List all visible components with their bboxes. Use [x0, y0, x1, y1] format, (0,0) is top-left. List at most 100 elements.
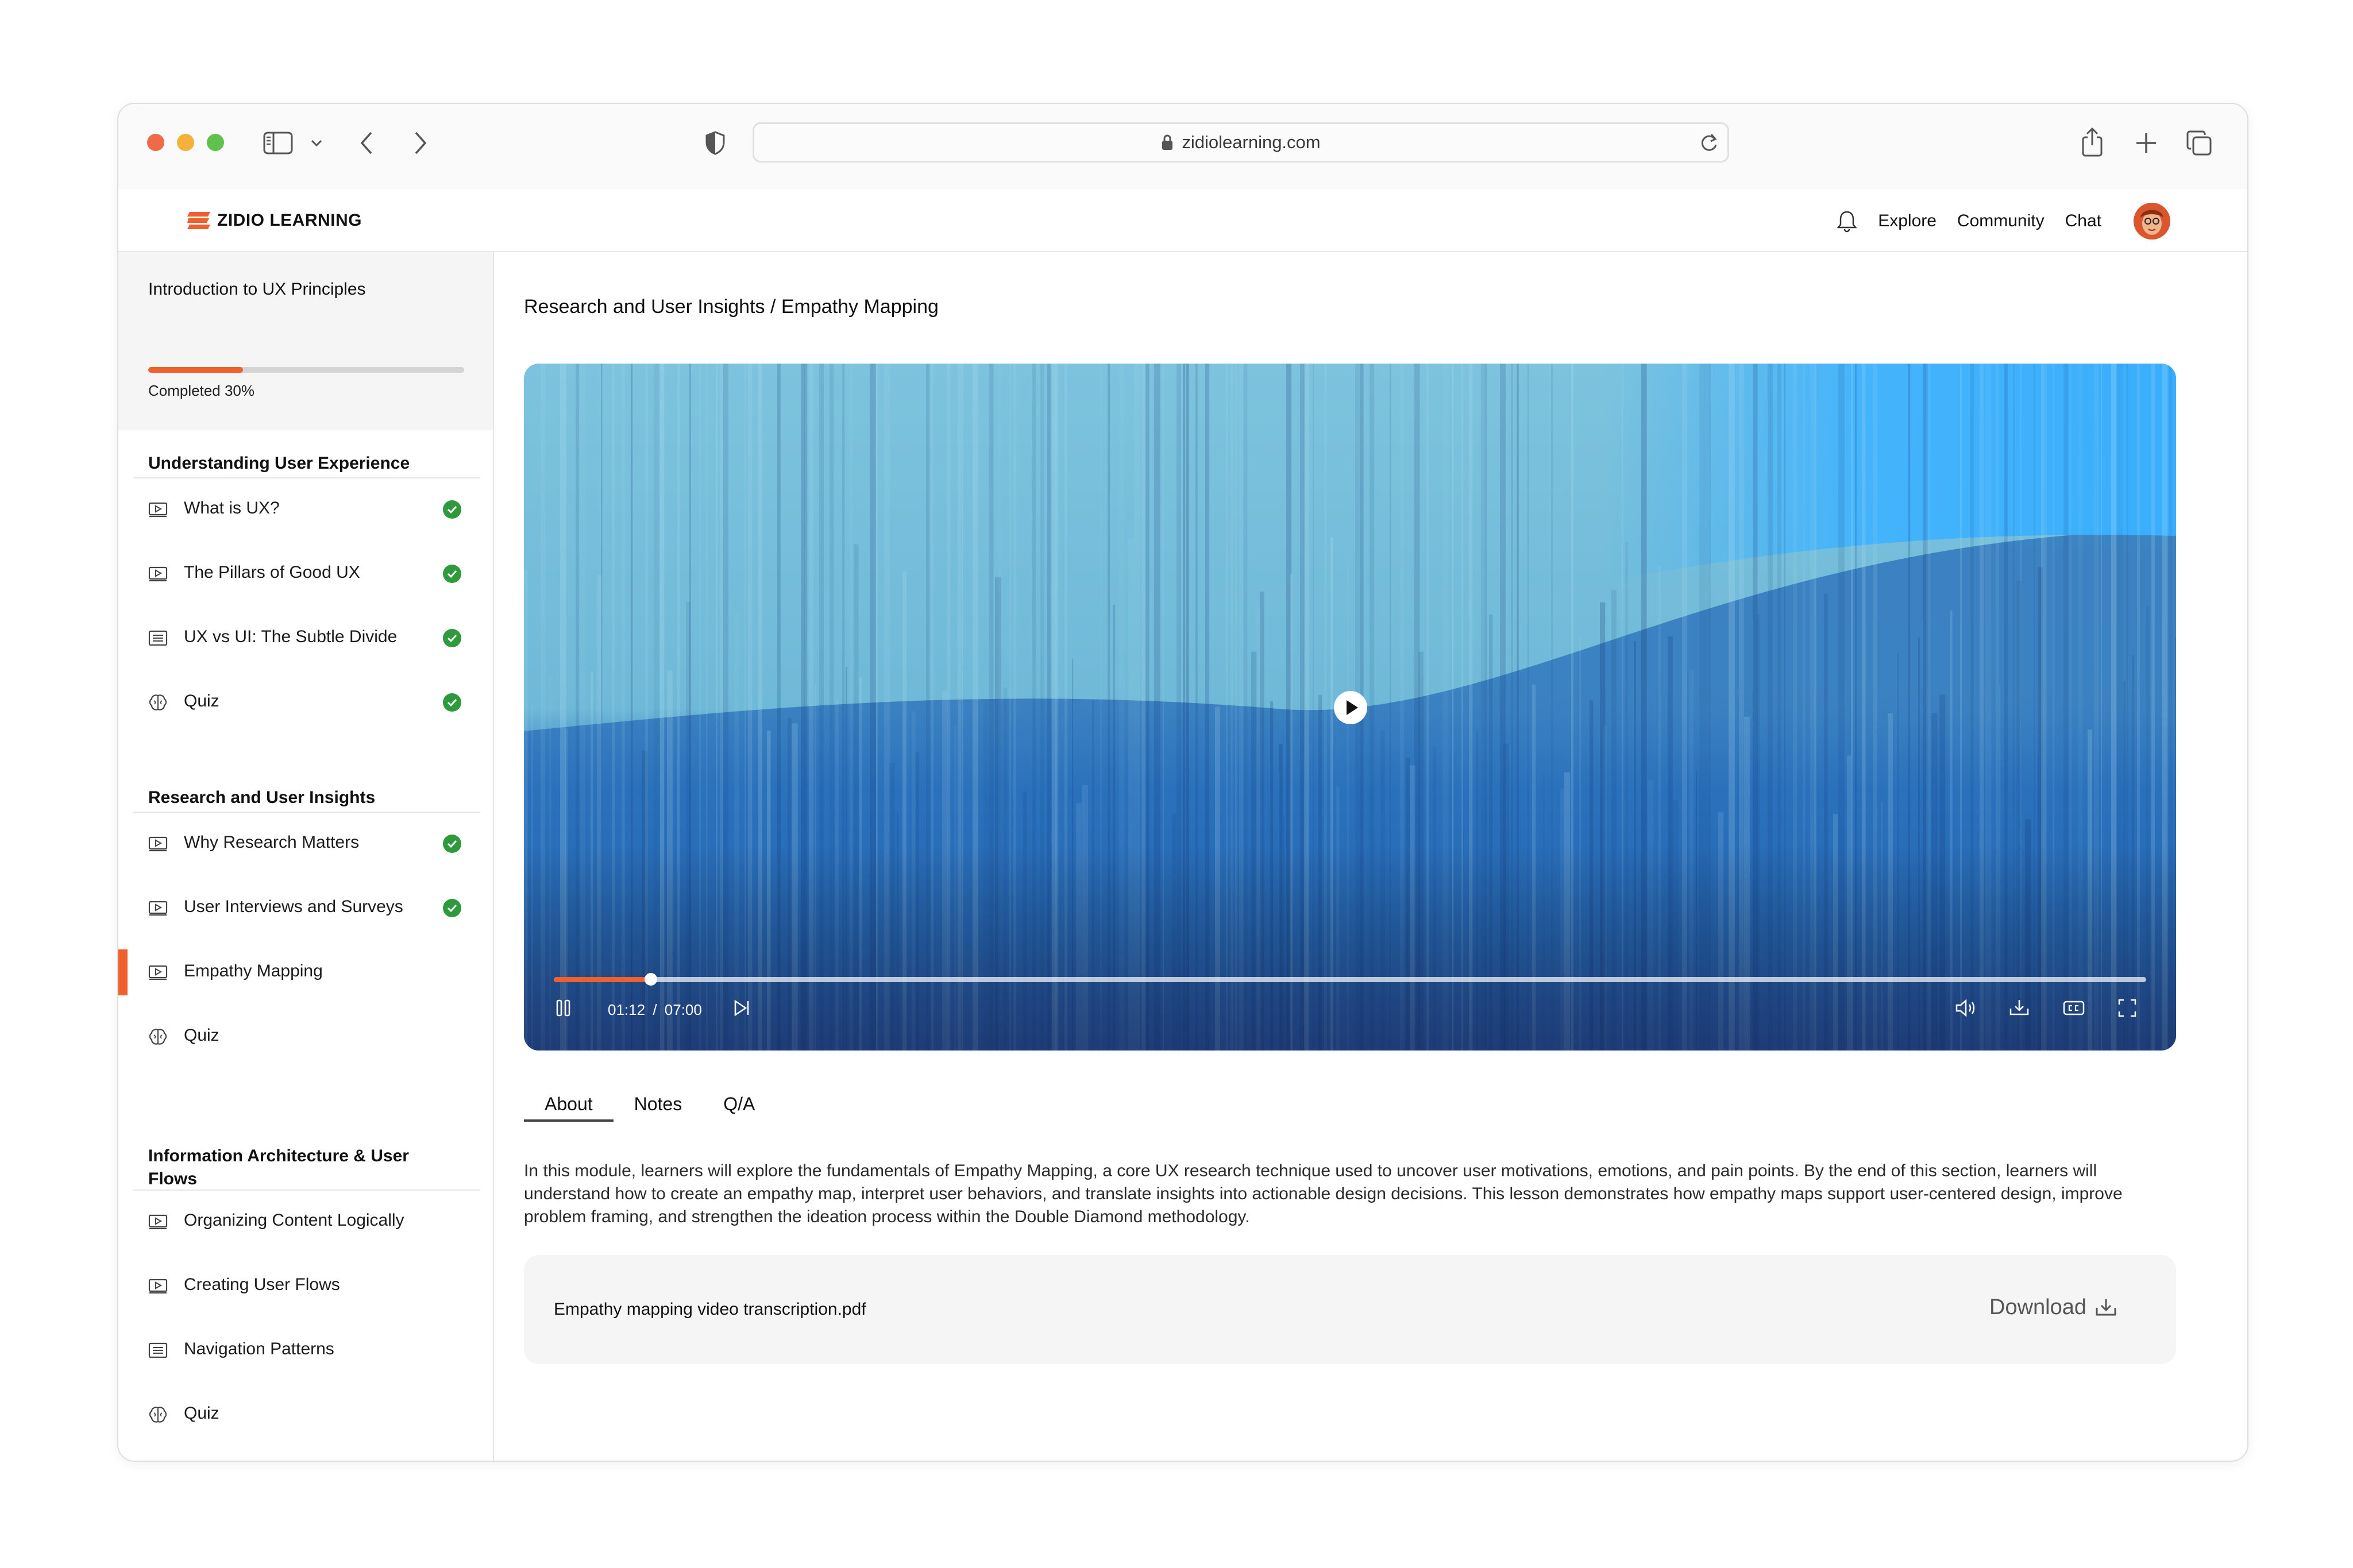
lesson-item-label: The Pillars of Good UX — [184, 563, 360, 582]
video-icon — [148, 564, 168, 584]
download-icon — [2094, 1297, 2117, 1318]
brain-icon — [148, 1405, 168, 1424]
volume-icon[interactable] — [1954, 998, 1977, 1018]
tab-about[interactable]: About — [524, 1090, 614, 1122]
lesson-item-label: Why Research Matters — [184, 833, 360, 852]
nav-explore-link[interactable]: Explore — [1878, 211, 1937, 230]
lesson-item-label: Organizing Content Logically — [184, 1211, 404, 1230]
pause-icon[interactable] — [554, 998, 573, 1018]
check-circle-icon — [442, 500, 462, 519]
sidebar-toggle-icon[interactable] — [263, 132, 293, 155]
logo-icon — [186, 211, 211, 230]
brand-name: ZIDIO LEARNING — [217, 211, 362, 230]
tab-qa[interactable]: Q/A — [723, 1094, 755, 1114]
section-title: Understanding User Experience — [148, 454, 410, 473]
app-header: ZIDIO LEARNING Explore Community Chat — [118, 189, 2247, 252]
attachment-filename: Empathy mapping video transcription.pdf — [554, 1300, 866, 1319]
lesson-item[interactable]: Navigation Patterns — [133, 1322, 480, 1379]
video-player[interactable]: 01:12 / 07:00 — [524, 364, 2176, 1051]
notification-bell-icon[interactable] — [1837, 210, 1857, 233]
play-button[interactable] — [1334, 691, 1367, 724]
forward-arrow-icon[interactable] — [411, 130, 429, 156]
lock-icon — [1161, 134, 1174, 151]
shield-icon[interactable] — [704, 130, 726, 156]
course-sidebar: Introduction to UX Principles Completed … — [118, 252, 494, 1461]
skip-next-icon[interactable] — [732, 998, 751, 1018]
video-time: 01:12 / 07:00 — [608, 1001, 702, 1019]
video-icon — [148, 1276, 168, 1296]
nav-community-link[interactable]: Community — [1957, 211, 2045, 230]
lesson-item-label: UX vs UI: The Subtle Divide — [184, 627, 398, 646]
video-icon — [148, 500, 168, 519]
video-seek-handle[interactable] — [645, 973, 658, 986]
lesson-item[interactable]: What is UX? — [133, 481, 480, 538]
brain-icon — [148, 1027, 168, 1046]
lesson-item[interactable]: Quiz — [133, 1008, 480, 1065]
attachment-card: Empathy mapping video transcription.pdf … — [524, 1255, 2176, 1364]
section-divider — [133, 812, 480, 813]
browser-window: zidiolearning.com ZIDIO LEARNING — [117, 103, 2248, 1462]
user-avatar[interactable] — [2134, 203, 2170, 240]
lesson-item-label: Quiz — [184, 692, 219, 710]
lesson-item[interactable]: Quiz — [133, 1386, 480, 1443]
check-circle-icon — [442, 693, 462, 712]
lesson-item-label: Creating User Flows — [184, 1275, 340, 1294]
lesson-item[interactable]: Organizing Content Logically — [133, 1193, 480, 1250]
lesson-item-label: Quiz — [184, 1026, 219, 1045]
lesson-item-label: Empathy Mapping — [184, 961, 323, 980]
course-progress-bar — [148, 367, 464, 373]
course-progress-fill — [148, 367, 243, 373]
lesson-item[interactable]: User Interviews and Surveys — [133, 879, 480, 937]
section-divider — [133, 477, 480, 478]
browser-toolbar: zidiolearning.com — [118, 104, 2247, 189]
back-arrow-icon[interactable] — [358, 130, 376, 156]
course-progress-label: Completed 30% — [148, 382, 254, 399]
url-text: zidiolearning.com — [1182, 132, 1321, 152]
lesson-item[interactable]: Why Research Matters — [133, 815, 480, 872]
captions-icon[interactable] — [2062, 998, 2085, 1018]
check-circle-icon — [442, 834, 462, 853]
share-icon[interactable] — [2081, 127, 2104, 158]
video-download-icon[interactable] — [2008, 998, 2030, 1018]
lesson-main: Research and User Insights / Empathy Map… — [494, 252, 2247, 1461]
course-summary: Introduction to UX Principles Completed … — [118, 252, 493, 430]
lesson-item[interactable]: The Pillars of Good UX — [133, 545, 480, 603]
video-frame — [524, 364, 2176, 1051]
lesson-item-label: Quiz — [184, 1404, 219, 1423]
top-nav: Explore Community Chat — [1837, 203, 2170, 240]
section-title: Information Architecture & User Flows — [148, 1146, 409, 1188]
tab-notes[interactable]: Notes — [634, 1094, 682, 1114]
video-icon — [148, 1212, 168, 1231]
address-bar[interactable]: zidiolearning.com — [753, 122, 1729, 163]
active-lesson-indicator — [118, 949, 128, 995]
download-button[interactable]: Download — [1989, 1295, 2117, 1320]
lesson-description: In this module, learners will explore th… — [524, 1161, 2123, 1226]
course-title: Introduction to UX Principles — [148, 280, 366, 299]
fullscreen-icon[interactable] — [2117, 998, 2137, 1018]
lesson-item[interactable]: Creating User Flows — [133, 1257, 480, 1315]
video-icon — [148, 898, 168, 918]
check-circle-icon — [442, 628, 462, 648]
zoom-window-button[interactable] — [207, 134, 224, 151]
section-divider — [133, 1189, 480, 1191]
tab-overview-icon[interactable] — [2185, 129, 2213, 157]
lesson-item[interactable]: Quiz — [133, 674, 480, 731]
chevron-down-icon[interactable] — [310, 138, 323, 148]
lesson-item-label: Navigation Patterns — [184, 1339, 334, 1358]
minimize-window-button[interactable] — [177, 134, 194, 151]
lesson-item-label: User Interviews and Surveys — [184, 897, 403, 916]
video-icon — [148, 834, 168, 853]
lesson-item[interactable]: UX vs UI: The Subtle Divide — [133, 609, 480, 667]
lesson-item-label: What is UX? — [184, 499, 280, 517]
video-seek-bar[interactable] — [554, 973, 2146, 986]
lesson-item[interactable]: Empathy Mapping — [118, 944, 480, 1001]
video-seek-fill — [554, 977, 651, 982]
brain-icon — [148, 693, 168, 712]
new-tab-icon[interactable] — [2135, 132, 2158, 155]
nav-chat-link[interactable]: Chat — [2065, 211, 2101, 230]
brand-logo[interactable]: ZIDIO LEARNING — [186, 211, 362, 230]
current-time: 01:12 — [608, 1001, 646, 1018]
close-window-button[interactable] — [147, 134, 164, 151]
reload-icon[interactable] — [1699, 132, 1719, 154]
download-label: Download — [1989, 1295, 2086, 1319]
